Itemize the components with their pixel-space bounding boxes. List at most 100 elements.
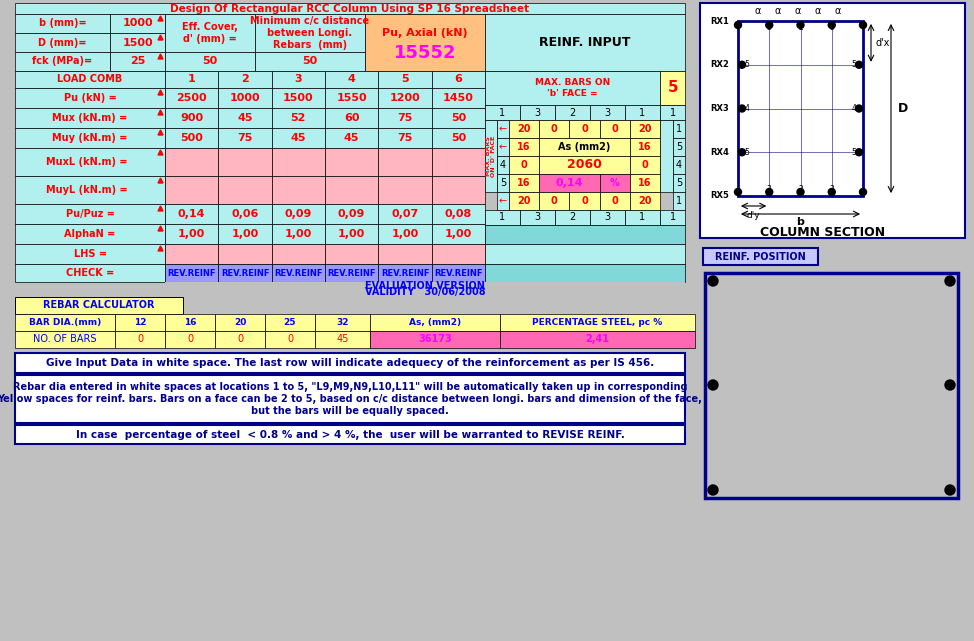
Text: 6: 6 bbox=[455, 74, 463, 85]
Text: 2060: 2060 bbox=[567, 158, 602, 172]
Text: 0,06: 0,06 bbox=[231, 209, 259, 219]
Text: 1,00: 1,00 bbox=[338, 229, 365, 239]
Text: 12: 12 bbox=[133, 318, 146, 327]
Text: 500: 500 bbox=[180, 133, 204, 143]
Text: 1: 1 bbox=[676, 124, 682, 134]
Polygon shape bbox=[158, 178, 163, 183]
Text: 0,14: 0,14 bbox=[178, 209, 206, 219]
Text: 1: 1 bbox=[500, 108, 506, 117]
Text: 0,09: 0,09 bbox=[284, 209, 312, 219]
Text: 25: 25 bbox=[283, 318, 296, 327]
Bar bbox=[165, 224, 218, 244]
Text: RX5: RX5 bbox=[711, 192, 730, 201]
Bar bbox=[485, 264, 685, 282]
Text: %: % bbox=[610, 178, 619, 188]
Text: REV.REINF: REV.REINF bbox=[274, 269, 322, 278]
Bar bbox=[630, 156, 660, 174]
Text: 1,00: 1,00 bbox=[445, 229, 472, 239]
Bar bbox=[215, 331, 265, 348]
Bar bbox=[378, 88, 431, 108]
Bar bbox=[378, 264, 431, 282]
Bar bbox=[315, 314, 370, 331]
Text: b: b bbox=[797, 217, 805, 227]
Text: 0: 0 bbox=[137, 335, 143, 344]
Bar bbox=[520, 105, 555, 120]
Bar bbox=[15, 148, 165, 176]
Bar bbox=[500, 331, 695, 348]
Bar bbox=[630, 120, 660, 138]
Circle shape bbox=[859, 22, 867, 28]
Bar bbox=[15, 314, 115, 331]
Polygon shape bbox=[158, 226, 163, 231]
Text: 1550: 1550 bbox=[336, 93, 367, 103]
Text: VALIDITY   30/06/2008: VALIDITY 30/06/2008 bbox=[364, 287, 485, 297]
Text: 5: 5 bbox=[401, 74, 409, 85]
Bar bbox=[165, 314, 215, 331]
Bar bbox=[370, 331, 500, 348]
Text: 0: 0 bbox=[187, 335, 193, 344]
Bar bbox=[165, 264, 218, 282]
Bar bbox=[272, 88, 325, 108]
Text: 60: 60 bbox=[344, 113, 359, 123]
Bar bbox=[325, 88, 378, 108]
Bar bbox=[378, 176, 431, 204]
Circle shape bbox=[734, 22, 741, 28]
Bar bbox=[15, 108, 165, 128]
Bar bbox=[485, 210, 520, 225]
Text: 3: 3 bbox=[535, 108, 541, 117]
Bar bbox=[540, 138, 630, 156]
Bar bbox=[673, 192, 685, 210]
Circle shape bbox=[766, 188, 772, 196]
Bar bbox=[485, 120, 497, 192]
Bar bbox=[540, 192, 570, 210]
Text: 50: 50 bbox=[451, 133, 466, 143]
Text: Pu/Puz =: Pu/Puz = bbox=[65, 209, 114, 219]
Bar bbox=[485, 105, 520, 120]
Bar bbox=[590, 105, 625, 120]
Bar bbox=[630, 192, 660, 210]
Text: REV.REINF: REV.REINF bbox=[168, 269, 216, 278]
Text: 1,00: 1,00 bbox=[392, 229, 419, 239]
Bar bbox=[600, 120, 630, 138]
Text: 1: 1 bbox=[676, 196, 682, 206]
Text: 5: 5 bbox=[851, 60, 856, 69]
Text: 900: 900 bbox=[180, 113, 204, 123]
Bar bbox=[660, 120, 673, 192]
Bar bbox=[15, 33, 110, 52]
Text: 1: 1 bbox=[670, 213, 676, 222]
Text: 75: 75 bbox=[238, 133, 252, 143]
Polygon shape bbox=[158, 206, 163, 211]
Text: 52: 52 bbox=[290, 113, 306, 123]
Bar bbox=[218, 244, 272, 264]
Bar bbox=[485, 244, 685, 264]
Bar bbox=[15, 297, 183, 314]
Text: d'y: d'y bbox=[747, 212, 761, 221]
Bar bbox=[703, 248, 818, 265]
Text: 2,41: 2,41 bbox=[585, 335, 610, 344]
Polygon shape bbox=[158, 16, 163, 21]
Bar bbox=[431, 148, 485, 176]
Bar bbox=[218, 264, 272, 282]
Bar bbox=[431, 264, 485, 282]
Text: Design Of Rectangular RCC Column Using SP 16 Spreadsheet: Design Of Rectangular RCC Column Using S… bbox=[170, 3, 530, 13]
Circle shape bbox=[855, 149, 863, 156]
Bar bbox=[630, 174, 660, 192]
Text: COLUMN SECTION: COLUMN SECTION bbox=[760, 226, 885, 238]
Text: b (mm)=: b (mm)= bbox=[39, 19, 87, 28]
Text: 1: 1 bbox=[640, 108, 646, 117]
Bar bbox=[15, 14, 110, 33]
Bar bbox=[431, 108, 485, 128]
Text: Eff. Cover,
d' (mm) =: Eff. Cover, d' (mm) = bbox=[182, 22, 238, 44]
Text: RX3: RX3 bbox=[711, 104, 730, 113]
Bar bbox=[540, 156, 630, 174]
Bar bbox=[165, 331, 215, 348]
Text: 3: 3 bbox=[605, 213, 611, 222]
Bar bbox=[265, 331, 315, 348]
Bar bbox=[218, 224, 272, 244]
Bar bbox=[272, 128, 325, 148]
Text: MAX. BARS ON
'b' FACE =: MAX. BARS ON 'b' FACE = bbox=[535, 78, 610, 97]
Text: 0: 0 bbox=[581, 124, 588, 134]
Text: 0: 0 bbox=[642, 160, 649, 170]
Bar bbox=[325, 204, 378, 224]
Bar bbox=[165, 244, 218, 264]
